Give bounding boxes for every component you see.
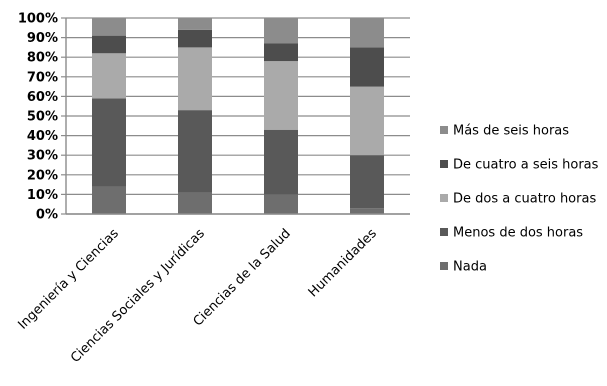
x-category-label: Humanidades	[306, 226, 380, 300]
legend-swatch	[440, 126, 448, 134]
bar-segment	[264, 61, 298, 130]
legend-swatch	[440, 228, 448, 236]
bars	[92, 18, 384, 214]
y-tick-label: 100%	[18, 12, 58, 27]
y-tick-label: 90%	[27, 31, 58, 46]
bar-segment	[178, 110, 212, 193]
legend-label: Nada	[453, 260, 487, 275]
bar-segment	[178, 18, 212, 30]
y-tick-label: 70%	[27, 70, 58, 85]
bar-segment	[178, 192, 212, 214]
bar-segment	[92, 98, 126, 187]
y-tick-label: 60%	[27, 90, 58, 105]
y-tick-label: 10%	[27, 188, 58, 203]
bar-segment	[264, 194, 298, 214]
legend-label: Más de seis horas	[453, 124, 569, 139]
bar-segment	[92, 186, 126, 214]
y-tick-label: 30%	[27, 149, 58, 164]
legend: Más de seis horas De cuatro a seis horas D…	[440, 124, 599, 275]
bar-segment	[264, 129, 298, 195]
bar-segment	[178, 47, 212, 111]
bar-segment	[350, 47, 384, 87]
x-category-label: Ciencias de la Salud	[191, 226, 294, 329]
legend-label: De dos a cuatro horas	[453, 192, 596, 207]
legend-swatch	[440, 160, 448, 168]
legend-swatch	[440, 194, 448, 202]
bar-segment	[350, 86, 384, 156]
legend-label: De cuatro a seis horas	[453, 158, 599, 173]
y-tick-label: 50%	[27, 110, 58, 125]
bar-segment	[264, 18, 298, 44]
y-axis-ticks: 0% 10% 20% 30% 40% 50% 60% 70% 80% 90% 100%	[18, 12, 66, 223]
y-tick-label: 40%	[27, 129, 58, 144]
legend-label: Menos de dos horas	[453, 226, 583, 241]
bar-segment	[350, 208, 384, 214]
y-tick-label: 0%	[36, 208, 58, 223]
bar-segment	[350, 18, 384, 48]
bar-segment	[178, 29, 212, 48]
bar-segment	[92, 53, 126, 99]
y-tick-label: 80%	[27, 51, 58, 66]
bar-segment	[92, 18, 126, 36]
bar-segment	[350, 155, 384, 209]
bar-segment	[264, 43, 298, 62]
y-tick-label: 20%	[27, 168, 58, 183]
bar-segment	[92, 35, 126, 54]
legend-swatch	[440, 262, 448, 270]
